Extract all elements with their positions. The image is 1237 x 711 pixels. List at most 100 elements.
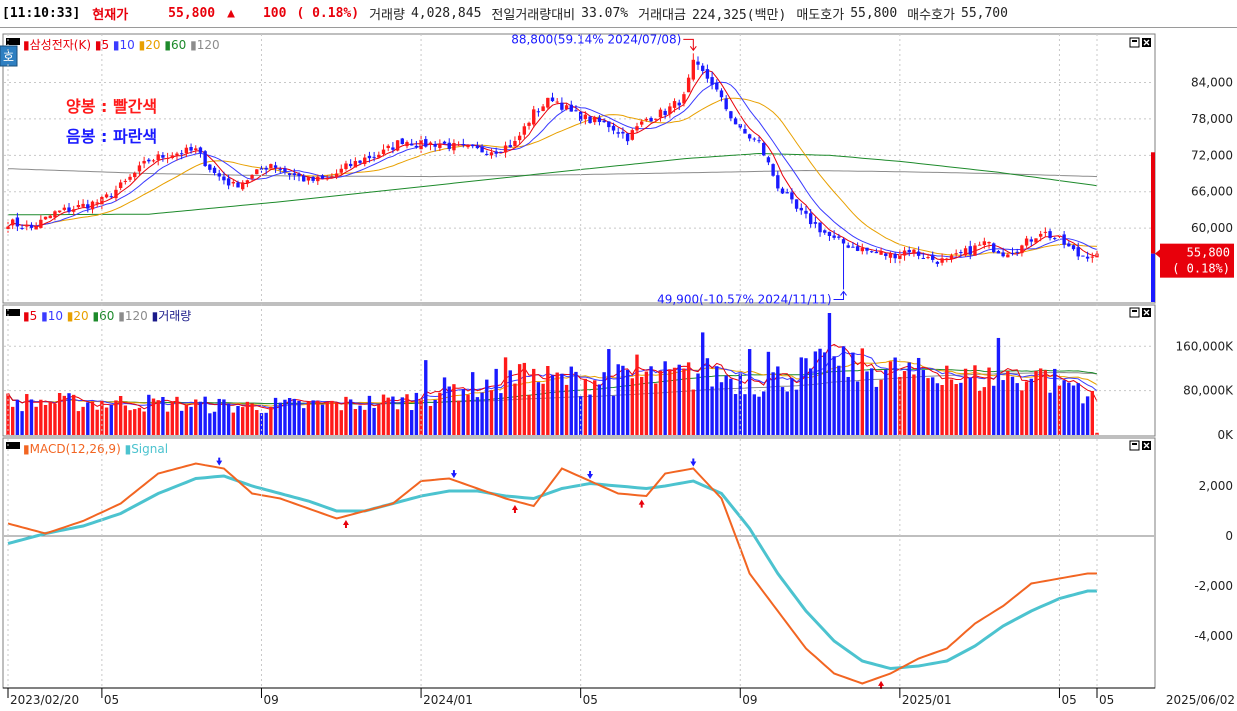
candle-down	[278, 168, 282, 170]
volume-bar	[273, 397, 278, 435]
price-panel[interactable]	[2, 33, 1156, 304]
volume-bar	[527, 394, 531, 435]
volume-bar	[583, 378, 588, 435]
volume-bar	[884, 369, 888, 435]
volume-bar	[485, 379, 489, 435]
panel-menu-icon[interactable]	[6, 442, 20, 449]
candle-up	[912, 249, 916, 254]
candle-up	[682, 94, 686, 104]
volume-bar	[1020, 390, 1024, 435]
candle-down	[222, 176, 226, 181]
candle-up	[541, 106, 545, 111]
macd-line	[7, 462, 1097, 685]
candle-up	[330, 176, 334, 178]
volume-bar	[912, 374, 916, 435]
candle-down	[414, 145, 419, 148]
candle-up	[630, 130, 634, 140]
candle-down	[752, 138, 757, 140]
volume-bar	[57, 392, 62, 435]
candle-down	[785, 192, 789, 194]
candle-up	[466, 145, 470, 148]
candle-down	[15, 217, 20, 227]
volume-bar	[480, 392, 484, 435]
side-button-label: 호	[3, 50, 14, 64]
candle-down	[147, 159, 151, 162]
volume-bar	[893, 357, 897, 435]
candle-down	[1076, 247, 1080, 257]
candle-up	[123, 180, 128, 182]
volume-bar	[226, 403, 231, 435]
volume-bar	[405, 394, 409, 435]
volume-bar	[611, 395, 616, 435]
change-pct: ( 0.18%)	[296, 6, 360, 21]
candle-up	[11, 219, 15, 226]
volume-bar	[278, 402, 282, 435]
volume-bar	[212, 411, 217, 435]
candle-down	[20, 227, 24, 229]
volume-bar	[762, 391, 766, 435]
volume-bar	[959, 382, 963, 435]
candle-down	[874, 251, 879, 254]
up-arrow-icon: ▲	[227, 6, 235, 21]
volume-bar	[11, 406, 15, 435]
volume-bar	[231, 412, 236, 435]
candle-down	[1001, 252, 1005, 257]
price-panel-controls[interactable]	[1129, 37, 1151, 48]
panel-menu-icon[interactable]	[6, 38, 20, 45]
vol-legend-ma10: 10	[48, 309, 63, 323]
candle-up	[654, 118, 658, 120]
volume-bar	[353, 409, 358, 435]
candle-down	[743, 129, 747, 134]
panel-menu-icon[interactable]	[6, 309, 20, 316]
vol-legend-ma5: 5	[30, 309, 38, 323]
maximize-icon[interactable]	[1129, 37, 1140, 48]
volume-bar	[639, 376, 644, 435]
volume-bar	[104, 407, 109, 435]
candle-up	[405, 142, 409, 147]
candle-down	[780, 188, 785, 194]
candle-up	[170, 155, 174, 159]
candle-down	[893, 253, 897, 259]
volume-bar	[982, 387, 987, 435]
x-axis-label: 2024/01	[423, 693, 473, 707]
candle-down	[179, 153, 184, 155]
maximize-icon[interactable]	[1129, 440, 1140, 451]
volume-bar	[818, 348, 822, 435]
candle-down	[799, 207, 803, 211]
volume-bar	[306, 401, 311, 435]
volume-bar	[625, 369, 630, 435]
volume-bar	[128, 410, 132, 435]
volume-bar	[799, 357, 803, 435]
candle-down	[203, 151, 207, 167]
candle-down	[747, 134, 752, 139]
maximize-icon[interactable]	[1129, 307, 1140, 318]
macd-panel-controls[interactable]	[1129, 440, 1151, 451]
candle-up	[668, 106, 672, 115]
candle-down	[161, 155, 165, 158]
price-y-tick: 66,000	[1191, 185, 1233, 199]
candle-down	[607, 121, 611, 128]
volume-bar	[447, 386, 451, 435]
candle-down	[320, 175, 325, 179]
volume-bar	[48, 401, 52, 435]
volume-bar	[114, 400, 118, 435]
volume-bar	[62, 395, 67, 435]
volume-bar	[1085, 396, 1090, 435]
candle-down	[677, 102, 681, 106]
note-up-candle: 양봉 : 빨간색	[66, 97, 157, 116]
volume-bar	[705, 358, 710, 435]
candle-up	[81, 203, 85, 207]
stock-chart[interactable]: 호 ▮삼성전자(K) ▮5 ▮10 ▮20 ▮60 ▮120 양봉 : 빨간색 …	[0, 28, 1237, 711]
volume-panel-controls[interactable]	[1129, 307, 1151, 318]
candle-up	[452, 142, 456, 151]
candle-down	[813, 222, 818, 224]
candle-up	[564, 105, 569, 110]
candle-down	[621, 131, 625, 134]
candle-up	[250, 175, 254, 179]
volume-bar	[358, 405, 362, 435]
volume-bar	[851, 352, 855, 435]
candle-down	[968, 246, 972, 255]
candle-down	[372, 156, 376, 158]
volume-bar	[668, 369, 672, 435]
candle-up	[691, 59, 696, 80]
